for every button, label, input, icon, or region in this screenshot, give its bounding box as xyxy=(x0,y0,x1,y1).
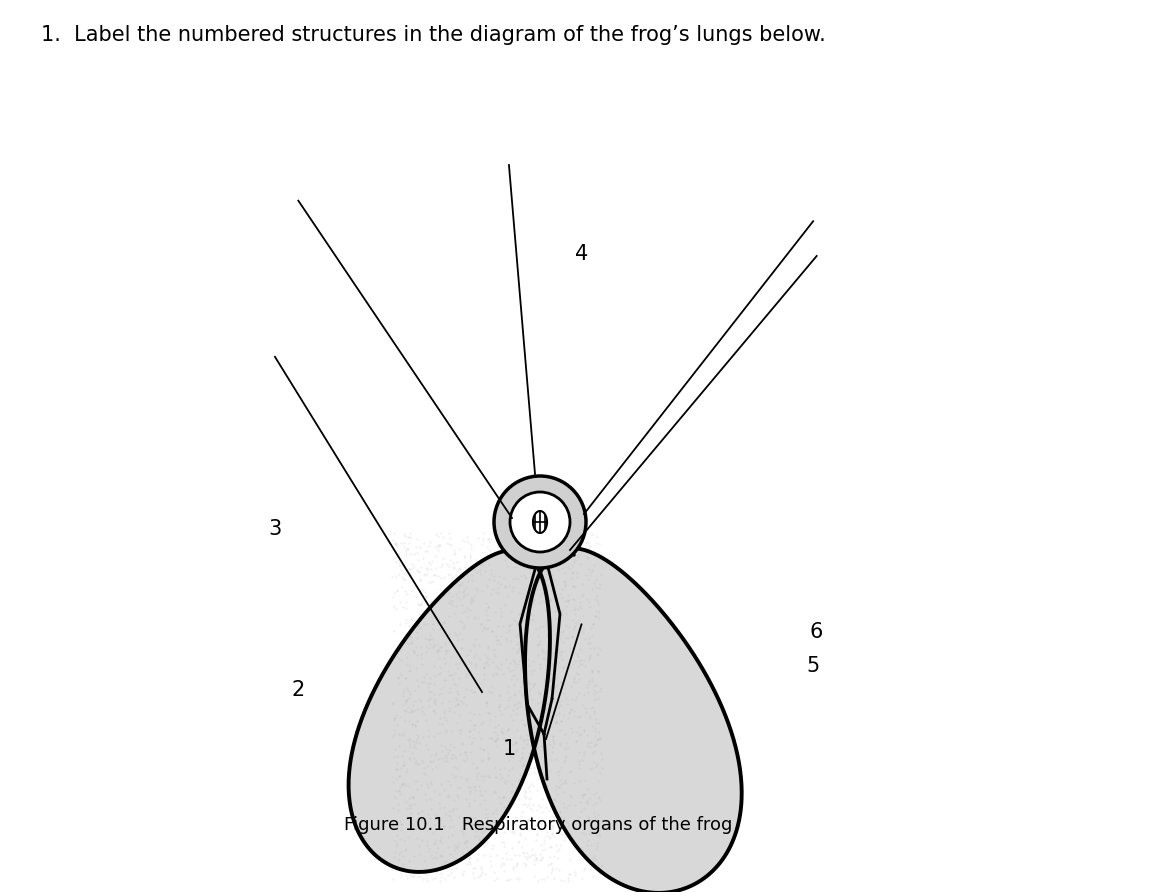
Text: 2: 2 xyxy=(291,680,305,699)
Text: 1.  Label the numbered structures in the diagram of the frog’s lungs below.: 1. Label the numbered structures in the … xyxy=(41,25,826,45)
Polygon shape xyxy=(525,549,742,892)
Circle shape xyxy=(494,476,586,568)
Text: 6: 6 xyxy=(810,622,824,641)
Text: 3: 3 xyxy=(268,519,282,539)
Text: 1: 1 xyxy=(502,739,516,759)
Text: 5: 5 xyxy=(806,657,820,676)
Polygon shape xyxy=(349,550,550,872)
Circle shape xyxy=(510,492,570,552)
Text: Figure 10.1   Respiratory organs of the frog: Figure 10.1 Respiratory organs of the fr… xyxy=(344,816,732,834)
Polygon shape xyxy=(534,511,548,533)
Text: 4: 4 xyxy=(574,244,589,264)
